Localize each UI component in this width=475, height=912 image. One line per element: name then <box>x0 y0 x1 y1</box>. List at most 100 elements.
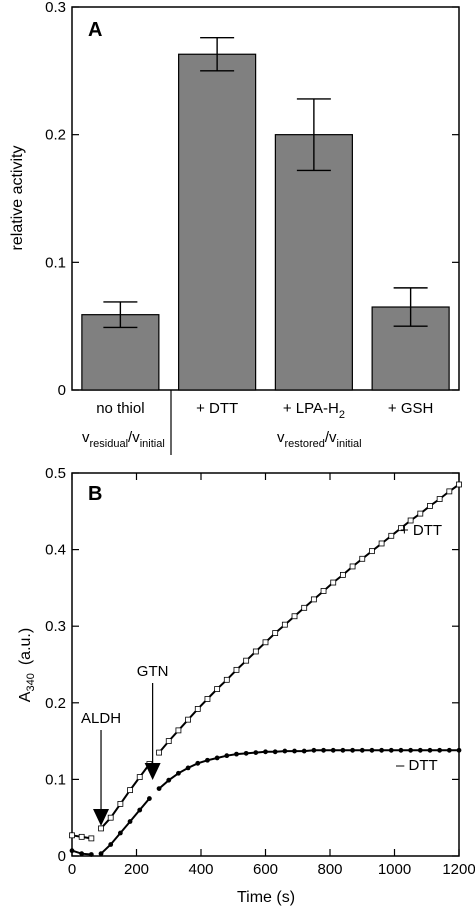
group-label-part: restored <box>285 438 325 450</box>
data-point <box>330 579 337 586</box>
bar <box>274 134 353 391</box>
category-label: no thiol <box>96 400 144 417</box>
data-point <box>78 833 85 840</box>
category-label-text: + DTT <box>196 400 238 417</box>
y-tick-label: 0 <box>58 848 66 865</box>
data-point <box>349 563 356 570</box>
x-tick-label: 400 <box>188 861 213 878</box>
data-point <box>291 613 298 620</box>
data-point <box>185 765 191 771</box>
data-point <box>320 588 327 594</box>
data-point <box>408 747 414 753</box>
data-point <box>436 496 443 502</box>
data-point <box>88 835 95 842</box>
data-point <box>263 749 268 755</box>
data-point <box>359 555 366 562</box>
data-point <box>156 786 162 791</box>
panel-b-line-chart: 0 0.1 0.2 0.3 0.4 0.5 0 200 400 600 800 1000 1200 + D… <box>45 465 475 878</box>
data-point <box>281 621 288 628</box>
data-point <box>340 747 346 753</box>
category-label-text: no thiol <box>96 400 144 417</box>
group-label-part: /v <box>128 429 140 446</box>
y-tick-label: 0 <box>58 382 66 399</box>
data-point <box>205 757 210 763</box>
data-point <box>407 517 414 524</box>
panel-b-label: B <box>88 483 102 505</box>
panel-a-bar-chart: 0 0.1 0.2 0.3 no thiol + DTT + LPA-H2 + GSH vres… <box>45 0 459 455</box>
data-point <box>262 639 269 646</box>
data-point <box>369 548 375 555</box>
group-label: vrestored/vinitial <box>277 429 362 450</box>
x-tick-label: 1000 <box>378 861 411 878</box>
x-tick-label: 1200 <box>442 861 475 878</box>
data-point <box>398 525 404 532</box>
data-point <box>456 747 462 753</box>
x-tick-label: 800 <box>317 861 342 878</box>
data-point <box>272 630 279 636</box>
data-point <box>301 604 308 611</box>
data-point <box>456 481 462 488</box>
category-label-text: + GSH <box>388 400 433 417</box>
data-point <box>117 801 124 807</box>
ylabel-unit: (a.u.) <box>17 628 34 665</box>
data-point <box>107 814 114 821</box>
data-point <box>185 716 192 723</box>
x-tick-label: 0 <box>68 861 76 878</box>
data-point <box>446 488 453 495</box>
data-point <box>98 825 104 832</box>
data-point <box>136 774 143 781</box>
data-point <box>88 852 94 857</box>
data-point <box>69 848 75 854</box>
annotation-arrow-head <box>144 763 161 780</box>
series-label: + DTT <box>400 522 442 539</box>
panel-a-label: A <box>88 19 102 41</box>
data-point <box>282 748 288 754</box>
data-point <box>427 503 433 509</box>
group-label-part: initial <box>140 438 165 450</box>
data-point <box>369 747 375 753</box>
data-point <box>233 666 240 673</box>
y-tick-label: 0.2 <box>45 695 66 712</box>
data-point <box>117 830 123 836</box>
y-tick-label: 0.2 <box>45 127 66 144</box>
ylabel-sub: 340 <box>25 673 37 691</box>
data-point <box>204 696 211 702</box>
panel-b-ylabel: A340 (a.u.) <box>17 628 37 702</box>
annotation-label: GTN <box>137 663 169 680</box>
annotation-arrow-head <box>93 809 110 826</box>
data-point <box>234 751 239 757</box>
data-point <box>446 747 452 753</box>
data-point <box>301 748 307 754</box>
data-point <box>156 749 162 756</box>
data-point <box>243 750 249 756</box>
data-point <box>253 750 259 755</box>
data-point <box>252 648 259 655</box>
data-point <box>417 747 423 753</box>
y-tick-label: 0.1 <box>45 771 66 788</box>
data-point <box>137 807 143 813</box>
category-label-text: + LPA-H <box>283 400 339 417</box>
data-point <box>330 747 336 753</box>
group-label: vresidual/vinitial <box>82 429 165 450</box>
data-point <box>388 532 395 539</box>
y-tick-label: 0.3 <box>45 0 66 16</box>
group-label-part: v <box>277 429 285 446</box>
group-label-part: /v <box>325 429 337 446</box>
data-point <box>69 832 75 839</box>
data-point <box>214 686 221 692</box>
data-point <box>175 727 182 734</box>
y-tick-label: 0.4 <box>45 542 66 559</box>
category-label-subscript: 2 <box>339 409 345 421</box>
data-point <box>79 851 85 857</box>
data-point <box>223 676 230 683</box>
data-point <box>194 706 201 712</box>
data-point <box>127 787 133 794</box>
data-point <box>98 851 104 857</box>
data-point <box>166 777 172 783</box>
data-point <box>127 819 133 824</box>
data-point <box>379 747 384 753</box>
data-point <box>311 747 317 753</box>
y-tick-label: 0.1 <box>45 254 66 271</box>
category-label: + GSH <box>388 400 433 417</box>
